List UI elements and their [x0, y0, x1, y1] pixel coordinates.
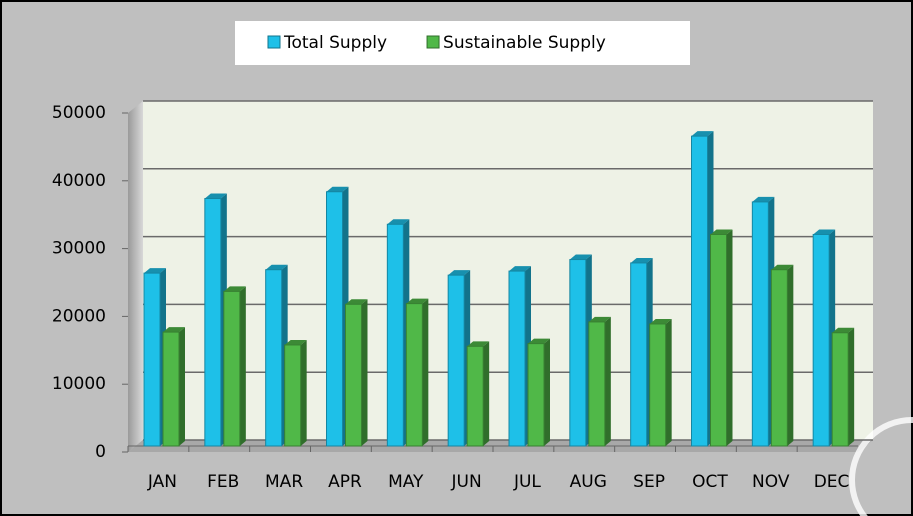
y-tick-label: 20000 — [52, 306, 106, 326]
x-tick-label: JAN — [147, 472, 177, 492]
bar-side — [604, 316, 611, 446]
x-tick-label: AUG — [570, 472, 607, 492]
bar-side — [179, 327, 185, 446]
bar — [466, 345, 484, 447]
bar — [204, 198, 222, 447]
y-tick-label: 50000 — [52, 103, 106, 123]
y-tick-label: 30000 — [52, 239, 106, 259]
bar — [223, 290, 241, 447]
bar-top — [467, 341, 490, 347]
bar-side — [544, 338, 550, 446]
bar-side — [726, 229, 733, 446]
bar-top — [345, 299, 368, 305]
x-tick-label: JUN — [450, 472, 481, 492]
x-tick-label: DEC — [814, 472, 850, 492]
bar-top — [752, 196, 775, 202]
bar-top — [813, 229, 836, 235]
bar — [345, 303, 362, 447]
x-tick-label: NOV — [752, 472, 790, 492]
bar — [527, 343, 545, 447]
bar-top — [204, 193, 227, 199]
bar — [649, 323, 667, 447]
bar — [284, 344, 302, 447]
back-wall — [143, 101, 873, 440]
bar-top — [710, 229, 733, 235]
x-tick-label: SEP — [633, 472, 665, 492]
bar-top — [284, 339, 307, 345]
bar-side — [300, 339, 307, 446]
bar-top — [569, 254, 592, 260]
bar-side — [665, 318, 672, 446]
bar-top — [832, 327, 855, 333]
y-tick-label: 0 — [95, 442, 106, 462]
x-tick-label: MAY — [388, 472, 424, 492]
legend-label: Total Supply — [283, 33, 387, 53]
bar-top — [223, 286, 246, 292]
x-tick-label: FEB — [207, 472, 239, 492]
legend-label: Sustainable Supply — [443, 33, 606, 53]
bar — [630, 262, 648, 447]
bar-side — [422, 298, 429, 446]
bar-top — [406, 298, 429, 304]
bar-top — [144, 268, 166, 274]
bar-top — [265, 264, 288, 270]
bar — [386, 223, 404, 447]
bar — [326, 191, 343, 447]
bar — [691, 135, 708, 447]
bar-top — [326, 186, 349, 192]
bar — [405, 303, 423, 447]
legend-swatch — [267, 35, 281, 49]
bar — [812, 233, 830, 447]
bar-top — [448, 270, 471, 276]
x-tick-label: OCT — [692, 472, 728, 492]
bar — [143, 272, 161, 447]
watermark — [849, 417, 913, 516]
bar-top — [528, 338, 550, 344]
side-wall — [128, 101, 143, 452]
x-tick-label: APR — [328, 472, 362, 492]
bar-side — [787, 264, 794, 446]
legend — [235, 21, 690, 65]
x-tick-label: MAR — [265, 472, 303, 492]
bar — [770, 269, 788, 447]
bar — [162, 331, 180, 447]
bar — [710, 233, 727, 447]
bar-top — [387, 219, 410, 225]
bar-side — [483, 341, 490, 446]
bar — [447, 274, 465, 447]
bar-top — [509, 266, 531, 272]
bar — [831, 332, 849, 447]
bar — [508, 270, 526, 447]
bar-top — [649, 318, 672, 324]
legend-swatch — [426, 35, 440, 49]
y-tick-label: 10000 — [52, 374, 106, 394]
x-tick-label: JUL — [513, 472, 541, 492]
bar — [588, 321, 606, 447]
bar — [569, 259, 587, 447]
bar-top — [588, 316, 611, 322]
bar-top — [163, 327, 185, 333]
bar-side — [361, 299, 368, 446]
bar — [265, 269, 283, 447]
y-tick-label: 40000 — [52, 171, 106, 191]
bar-side — [239, 286, 246, 446]
bar-side — [848, 327, 855, 446]
bar-top — [771, 264, 794, 270]
bar-top — [630, 257, 653, 263]
bar-top — [691, 131, 714, 137]
bar — [751, 201, 769, 447]
